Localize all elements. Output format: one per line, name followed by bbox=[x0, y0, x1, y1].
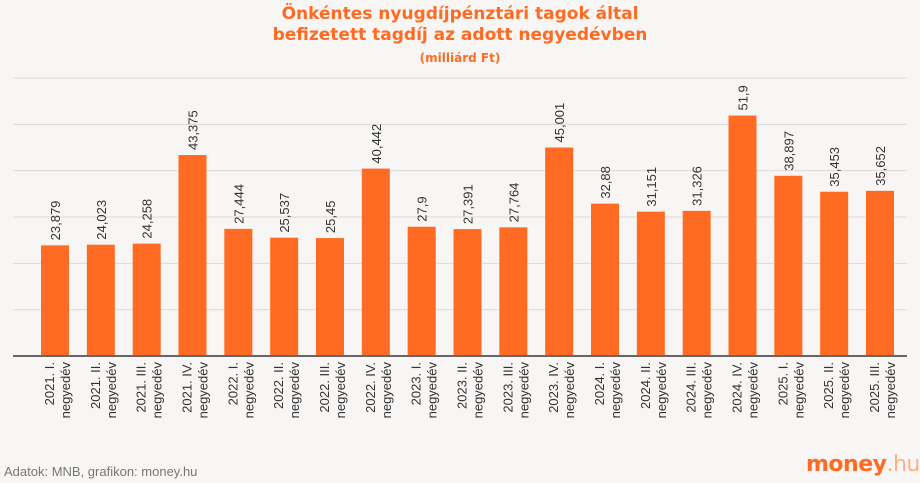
x-tick-label: negyedév bbox=[196, 362, 211, 419]
x-tick-label: negyedév bbox=[746, 362, 761, 419]
x-tick-label: 2022. III. bbox=[317, 362, 332, 413]
x-tick-label: negyedév bbox=[837, 362, 852, 419]
bar bbox=[224, 228, 253, 356]
bar bbox=[682, 210, 711, 356]
bar bbox=[820, 191, 849, 356]
x-tick-label: 2021. III. bbox=[134, 362, 149, 413]
bar bbox=[499, 227, 528, 356]
bar bbox=[178, 155, 207, 356]
x-tick-label: 2021. I. bbox=[42, 362, 57, 405]
data-label: 43,375 bbox=[186, 110, 201, 150]
x-tick-label: 2025. I. bbox=[775, 362, 790, 405]
data-label: 31,151 bbox=[644, 167, 659, 207]
logo-main: money bbox=[806, 452, 887, 477]
x-tick-label: 2023. I. bbox=[409, 362, 424, 405]
data-label: 25,45 bbox=[323, 201, 338, 234]
x-tick-label: negyedév bbox=[700, 362, 715, 419]
x-tick-label: 2021. II. bbox=[88, 362, 103, 409]
x-tick-label: 2021. IV. bbox=[180, 362, 195, 413]
x-tick-label: 2022. I. bbox=[225, 362, 240, 405]
bar bbox=[41, 245, 69, 356]
x-tick-label: negyedév bbox=[471, 362, 486, 419]
bar bbox=[270, 237, 299, 356]
bar bbox=[86, 244, 115, 356]
data-label: 32,88 bbox=[598, 166, 613, 199]
x-tick-label: negyedév bbox=[883, 362, 898, 419]
bar bbox=[132, 243, 161, 356]
bar bbox=[774, 175, 803, 356]
x-tick-label: 2025. III. bbox=[867, 362, 882, 413]
money-hu-logo: money.hu bbox=[806, 452, 920, 477]
data-label: 24,258 bbox=[140, 199, 155, 239]
x-tick-label: 2024. II. bbox=[638, 362, 653, 409]
x-tick-label: negyedév bbox=[562, 362, 577, 419]
chart-subtitle: (milliárd Ft) bbox=[419, 51, 501, 65]
data-label: 38,897 bbox=[781, 131, 796, 171]
x-tick-label: negyedév bbox=[333, 362, 348, 419]
data-label: 24,023 bbox=[94, 200, 109, 240]
bar bbox=[591, 203, 619, 356]
chart-title-line1: Önkéntes nyugdíjpénztári tagok által bbox=[281, 4, 639, 24]
x-tick-label: negyedév bbox=[608, 362, 623, 419]
bar bbox=[453, 229, 482, 356]
data-label: 27,9 bbox=[415, 196, 430, 221]
x-tick-label: negyedév bbox=[150, 362, 165, 419]
data-label: 25,537 bbox=[277, 193, 292, 233]
data-label: 23,879 bbox=[48, 201, 63, 241]
logo-tld: .hu bbox=[886, 452, 920, 477]
bar bbox=[361, 168, 390, 356]
data-label: 51,9 bbox=[736, 85, 751, 110]
x-tick-label: 2024. III. bbox=[684, 362, 699, 413]
bar bbox=[866, 190, 894, 356]
x-tick-label: negyedév bbox=[516, 362, 531, 419]
data-label: 35,652 bbox=[873, 146, 888, 186]
x-tick-label: 2022. II. bbox=[271, 362, 286, 409]
x-tick-label: negyedév bbox=[287, 362, 302, 419]
data-label: 35,453 bbox=[827, 147, 842, 187]
chart-title-line2: befizetett tagdíj az adott negyedévben bbox=[272, 25, 648, 45]
x-tick-label: negyedév bbox=[379, 362, 394, 419]
x-tick-label: 2023. IV. bbox=[546, 362, 561, 413]
data-label: 45,001 bbox=[552, 103, 567, 143]
x-tick-label: 2022. IV. bbox=[363, 362, 378, 413]
bar bbox=[407, 226, 436, 356]
x-tick-label: negyedév bbox=[791, 362, 806, 419]
x-tick-label: 2025. II. bbox=[821, 362, 836, 409]
x-tick-label: 2024. I. bbox=[592, 362, 607, 405]
x-tick-label: negyedév bbox=[425, 362, 440, 419]
bar bbox=[728, 115, 757, 356]
x-tick-label: negyedév bbox=[104, 362, 119, 419]
data-label: 27,764 bbox=[506, 183, 521, 223]
data-label: 31,326 bbox=[690, 166, 705, 206]
x-tick-label: 2023. II. bbox=[455, 362, 470, 409]
bar bbox=[545, 147, 574, 356]
bar bbox=[636, 211, 665, 356]
data-label: 27,444 bbox=[231, 184, 246, 224]
bar bbox=[316, 238, 344, 356]
data-label: 27,391 bbox=[461, 184, 476, 224]
source-note: Adatok: MNB, grafikon: money.hu bbox=[4, 464, 198, 479]
x-tick-label: 2023. III. bbox=[500, 362, 515, 413]
x-tick-label: negyedév bbox=[654, 362, 669, 419]
data-label: 40,442 bbox=[369, 124, 384, 164]
x-tick-label: negyedév bbox=[58, 362, 73, 419]
x-tick-label: 2024. IV. bbox=[730, 362, 745, 413]
x-tick-label: negyedév bbox=[241, 362, 256, 419]
